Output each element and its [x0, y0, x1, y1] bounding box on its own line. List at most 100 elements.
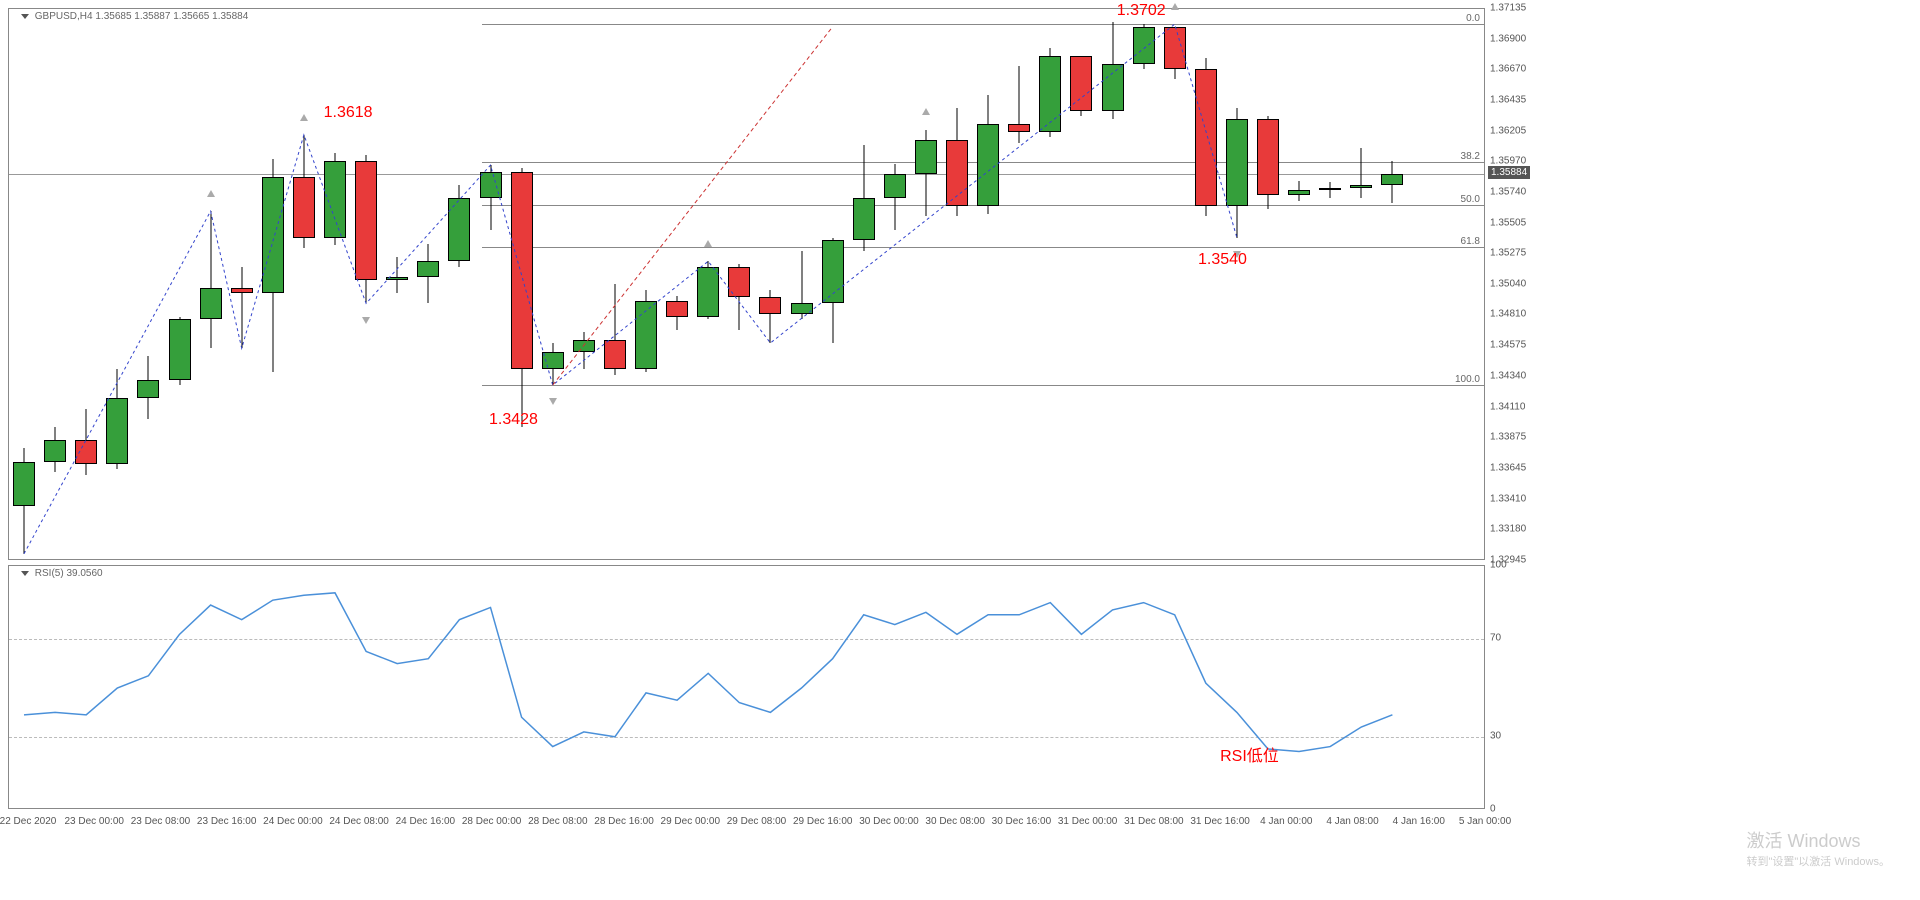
zigzag-arrow-icon: [362, 317, 370, 324]
dropdown-triangle-icon: [21, 14, 29, 19]
zigzag-arrow-icon: [704, 240, 712, 247]
candle: [1226, 9, 1248, 561]
symbol-label: GBPUSD,H4 1.35685 1.35887 1.35665 1.3588…: [35, 11, 249, 22]
candle: [1288, 9, 1310, 561]
x-tick: 24 Dec 00:00: [263, 816, 323, 827]
candle: [977, 9, 999, 561]
candle: [822, 9, 844, 561]
watermark-line1: 激活 Windows: [1747, 829, 1891, 854]
candle: [1350, 9, 1372, 561]
rsi-label: RSI(5) 39.0560: [35, 568, 103, 579]
candle: [106, 9, 128, 561]
y-tick: 1.33410: [1490, 493, 1526, 504]
candle: [542, 9, 564, 561]
candle: [200, 9, 222, 561]
y-tick-rsi: 30: [1490, 730, 1501, 741]
zigzag-arrow-icon: [922, 108, 930, 115]
x-tick: 23 Dec 16:00: [197, 816, 257, 827]
candle: [946, 9, 968, 561]
rsi-level-line: [9, 639, 1484, 640]
candle: [1381, 9, 1403, 561]
x-tick: 4 Jan 08:00: [1326, 816, 1378, 827]
candle: [573, 9, 595, 561]
windows-activation-watermark: 激活 Windows 转到"设置"以激活 Windows。: [1747, 829, 1891, 870]
y-tick: 1.35740: [1490, 186, 1526, 197]
fib-label: 61.8: [1461, 236, 1480, 247]
x-tick: 31 Dec 08:00: [1124, 816, 1184, 827]
y-tick: 1.37135: [1490, 3, 1526, 14]
chart-container: GBPUSD,H4 1.35685 1.35887 1.35665 1.3588…: [0, 0, 1920, 900]
candle: [386, 9, 408, 561]
candle: [169, 9, 191, 561]
rsi-title: RSI(5) 39.0560: [21, 568, 103, 579]
candle: [1257, 9, 1279, 561]
candle: [1164, 9, 1186, 561]
zigzag-arrow-icon: [549, 398, 557, 405]
candle: [697, 9, 719, 561]
x-tick: 24 Dec 16:00: [396, 816, 456, 827]
candle: [1319, 9, 1341, 561]
fib-label: 50.0: [1461, 194, 1480, 205]
x-tick: 23 Dec 08:00: [131, 816, 191, 827]
x-tick: 24 Dec 08:00: [329, 816, 389, 827]
x-tick: 4 Jan 00:00: [1260, 816, 1312, 827]
x-tick: 22 Dec 2020: [0, 816, 56, 827]
zigzag-arrow-icon: [300, 114, 308, 121]
y-tick-rsi: 70: [1490, 633, 1501, 644]
candle: [448, 9, 470, 561]
x-tick: 30 Dec 16:00: [992, 816, 1052, 827]
y-tick: 1.35505: [1490, 217, 1526, 228]
x-tick: 28 Dec 00:00: [462, 816, 522, 827]
y-tick: 1.33180: [1490, 524, 1526, 535]
candle: [262, 9, 284, 561]
x-tick: 31 Dec 16:00: [1190, 816, 1250, 827]
x-tick: 4 Jan 16:00: [1393, 816, 1445, 827]
x-tick: 28 Dec 16:00: [594, 816, 654, 827]
annotation-label: 1.3618: [324, 104, 373, 122]
zigzag-arrow-icon: [1171, 3, 1179, 10]
y-tick: 1.34575: [1490, 340, 1526, 351]
y-tick: 1.33645: [1490, 462, 1526, 473]
fib-label: 0.0: [1466, 13, 1480, 24]
y-tick: 1.35040: [1490, 279, 1526, 290]
y-axis-rsi: 10070300: [1488, 565, 1528, 809]
y-tick: 1.36205: [1490, 125, 1526, 136]
candle: [604, 9, 626, 561]
dropdown-triangle-icon: [21, 571, 29, 576]
candle: [1008, 9, 1030, 561]
x-tick: 28 Dec 08:00: [528, 816, 588, 827]
x-axis: 22 Dec 202023 Dec 00:0023 Dec 08:0023 De…: [8, 814, 1485, 834]
y-tick: 1.34340: [1490, 371, 1526, 382]
candle: [853, 9, 875, 561]
x-tick: 29 Dec 08:00: [727, 816, 787, 827]
candle: [324, 9, 346, 561]
annotation-label: 1.3702: [1117, 2, 1166, 20]
y-axis-main: 1.371351.369001.366701.364351.362051.359…: [1488, 8, 1546, 560]
y-tick-rsi: 0: [1490, 804, 1496, 815]
rsi-level-line: [9, 737, 1484, 738]
fib-label: 38.2: [1461, 151, 1480, 162]
candle: [355, 9, 377, 561]
candle: [791, 9, 813, 561]
y-tick-rsi: 100: [1490, 560, 1507, 571]
candle: [293, 9, 315, 561]
x-tick: 30 Dec 08:00: [925, 816, 985, 827]
y-tick: 1.35275: [1490, 248, 1526, 259]
candle: [728, 9, 750, 561]
candle: [635, 9, 657, 561]
x-tick: 29 Dec 00:00: [661, 816, 721, 827]
y-tick: 1.33875: [1490, 432, 1526, 443]
candle: [1195, 9, 1217, 561]
candle: [1039, 9, 1061, 561]
candle: [480, 9, 502, 561]
candle: [75, 9, 97, 561]
candle: [137, 9, 159, 561]
x-tick: 31 Dec 00:00: [1058, 816, 1118, 827]
x-tick: 5 Jan 00:00: [1459, 816, 1511, 827]
main-price-chart[interactable]: GBPUSD,H4 1.35685 1.35887 1.35665 1.3588…: [8, 8, 1485, 560]
rsi-indicator-chart[interactable]: RSI(5) 39.0560 RSI低位: [8, 565, 1485, 809]
annotation-label: 1.3540: [1198, 251, 1247, 269]
watermark-line2: 转到"设置"以激活 Windows。: [1747, 855, 1891, 870]
candle: [1102, 9, 1124, 561]
y-tick: 1.36435: [1490, 95, 1526, 106]
